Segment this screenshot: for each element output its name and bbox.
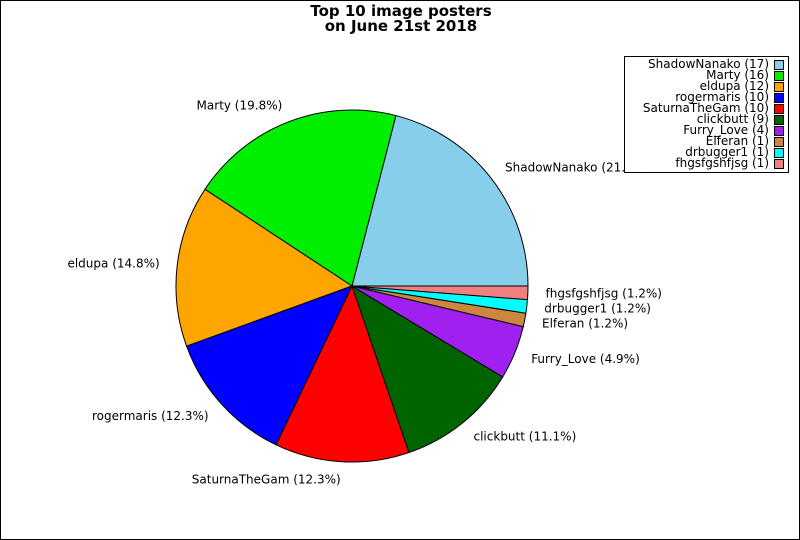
legend-label: Furry_Love (4) <box>683 123 769 137</box>
pie-slice-rogermaris <box>185 285 353 446</box>
legend-swatch <box>774 103 784 114</box>
legend-swatch <box>774 59 784 70</box>
pie-slice-marty <box>204 109 397 287</box>
legend-swatch <box>774 70 784 81</box>
legend-label: SaturnaTheGam (10) <box>642 101 769 115</box>
slice-label: SaturnaTheGam (12.3%) <box>192 472 341 486</box>
slice-label: fhgsfgshfjsg (1.2%) <box>546 287 663 301</box>
slice-label: drbugger1 (1.2%) <box>544 302 651 316</box>
legend-swatch <box>774 158 784 169</box>
legend-label: rogermaris (10) <box>675 90 769 104</box>
legend-item: eldupa (12) <box>699 79 784 93</box>
chart-title: Top 10 image posters on June 21st 2018 <box>310 2 492 35</box>
legend-label: eldupa (12) <box>699 79 769 93</box>
slice-label: rogermaris (12.3%) <box>92 409 209 423</box>
legend-item: Elferan (1) <box>705 134 784 148</box>
legend-item: rogermaris (10) <box>675 90 784 104</box>
legend-label: fhgsfgshfjsg (1) <box>675 156 769 170</box>
legend-label: Marty (16) <box>706 68 769 82</box>
legend-item: SaturnaTheGam (10) <box>642 101 784 115</box>
legend-swatch <box>774 114 784 125</box>
legend-swatch <box>774 136 784 147</box>
legend-label: ShadowNanako (17) <box>648 57 769 71</box>
legend-item: Furry_Love (4) <box>683 123 784 137</box>
legend-item: fhgsfgshfjsg (1) <box>675 156 784 170</box>
legend-swatch <box>774 92 784 103</box>
slice-label: eldupa (14.8%) <box>67 257 159 271</box>
legend-swatch <box>774 125 784 136</box>
pie-slice-eldupa <box>175 188 354 347</box>
legend-label: Elferan (1) <box>705 134 769 148</box>
pie-slice-shadownanako <box>351 114 529 287</box>
legend-item: Marty (16) <box>706 68 784 82</box>
slice-label: Furry_Love (4.9%) <box>531 352 640 366</box>
legend-swatch <box>774 81 784 92</box>
legend-label: clickbutt (9) <box>696 112 769 126</box>
slice-label: Marty (19.8%) <box>197 98 283 112</box>
slice-label: Elferan (1.2%) <box>542 316 628 330</box>
legend-swatch <box>774 147 784 158</box>
legend-item: drbugger1 (1) <box>685 145 784 159</box>
pie-slice-clickbutt <box>351 284 504 454</box>
legend-item: ShadowNanako (17) <box>648 57 784 71</box>
legend-label: drbugger1 (1) <box>685 145 769 159</box>
legend: ShadowNanako (17) Marty (16) eldupa (12) ro… <box>624 56 789 173</box>
slice-label: ShadowNanako (21.0%) <box>505 160 649 174</box>
pie-slice-fhgsfgshfjsg <box>351 285 529 301</box>
pie-slice-saturnathegam <box>275 284 410 463</box>
slice-label: clickbutt (11.1%) <box>474 430 577 444</box>
legend-item: clickbutt (9) <box>696 112 784 126</box>
